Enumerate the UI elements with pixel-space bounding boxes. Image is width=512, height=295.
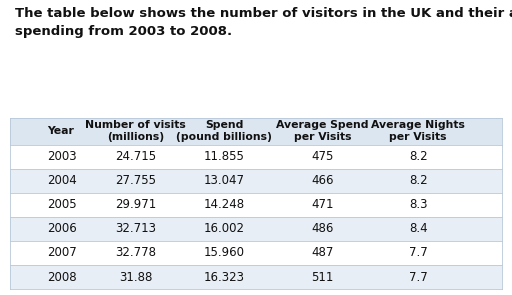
Text: 511: 511: [311, 271, 333, 283]
Bar: [10, 169, 502, 193]
Text: 7.7: 7.7: [409, 271, 428, 283]
Text: 8.4: 8.4: [409, 222, 428, 235]
Bar: [10, 265, 502, 289]
Bar: [10, 217, 502, 241]
Text: 2005: 2005: [47, 198, 77, 211]
Text: 487: 487: [311, 246, 333, 260]
Text: 475: 475: [311, 150, 333, 163]
Bar: [10, 241, 502, 265]
Text: 8.3: 8.3: [409, 198, 428, 211]
Text: 8.2: 8.2: [409, 174, 428, 187]
Text: 32.713: 32.713: [115, 222, 156, 235]
Text: 15.960: 15.960: [204, 246, 245, 260]
Text: 11.855: 11.855: [204, 150, 245, 163]
Bar: [10, 118, 502, 145]
Text: Number of visits
(millions): Number of visits (millions): [85, 120, 186, 142]
Text: The table below shows the number of visitors in the UK and their average
spendin: The table below shows the number of visi…: [15, 7, 512, 38]
Text: 2003: 2003: [47, 150, 77, 163]
Text: 27.755: 27.755: [115, 174, 156, 187]
Text: 2008: 2008: [47, 271, 77, 283]
Text: 32.778: 32.778: [115, 246, 156, 260]
Text: 486: 486: [311, 222, 333, 235]
Text: Spend
(pound billions): Spend (pound billions): [176, 120, 272, 142]
Text: Average Spend
per Visits: Average Spend per Visits: [276, 120, 369, 142]
Text: 16.002: 16.002: [204, 222, 245, 235]
Text: 29.971: 29.971: [115, 198, 156, 211]
Text: Year: Year: [47, 126, 74, 136]
Text: 13.047: 13.047: [204, 174, 245, 187]
Text: 14.248: 14.248: [203, 198, 245, 211]
Text: 31.88: 31.88: [119, 271, 152, 283]
Text: 8.2: 8.2: [409, 150, 428, 163]
Bar: [10, 145, 502, 169]
Text: 471: 471: [311, 198, 334, 211]
Text: 2007: 2007: [47, 246, 77, 260]
Text: Average Nights
per Visits: Average Nights per Visits: [371, 120, 465, 142]
Text: 16.323: 16.323: [204, 271, 245, 283]
Text: 24.715: 24.715: [115, 150, 156, 163]
Bar: [10, 193, 502, 217]
Text: 466: 466: [311, 174, 334, 187]
Text: 2006: 2006: [47, 222, 77, 235]
Text: 7.7: 7.7: [409, 246, 428, 260]
Text: 2004: 2004: [47, 174, 77, 187]
